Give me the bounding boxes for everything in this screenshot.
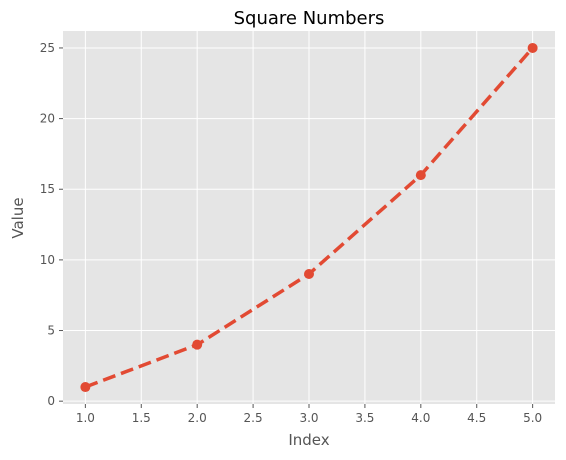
x-tick-label: 1.5	[132, 411, 151, 425]
data-point	[304, 269, 314, 279]
y-tick-label: 20	[40, 112, 55, 126]
y-axis-label: Value	[9, 197, 27, 238]
y-tick-label: 15	[40, 182, 55, 196]
chart-title: Square Numbers	[234, 8, 385, 29]
x-tick-label: 3.5	[355, 411, 374, 425]
y-tick-label: 0	[47, 394, 55, 408]
y-tick-label: 25	[40, 41, 55, 55]
x-tick-label: 2.0	[188, 411, 207, 425]
x-axis-label: Index	[288, 431, 329, 449]
x-tick-label: 4.0	[411, 411, 430, 425]
data-point	[528, 43, 538, 53]
x-tick-label: 4.5	[467, 411, 486, 425]
x-tick-label: 5.0	[523, 411, 542, 425]
y-tick-label: 5	[47, 324, 55, 338]
x-tick-label: 3.0	[299, 411, 318, 425]
x-tick-label: 2.5	[244, 411, 263, 425]
x-tick-label: 1.0	[76, 411, 95, 425]
data-point	[192, 340, 202, 350]
data-point	[80, 382, 90, 392]
y-tick-label: 10	[40, 253, 55, 267]
data-point	[416, 170, 426, 180]
